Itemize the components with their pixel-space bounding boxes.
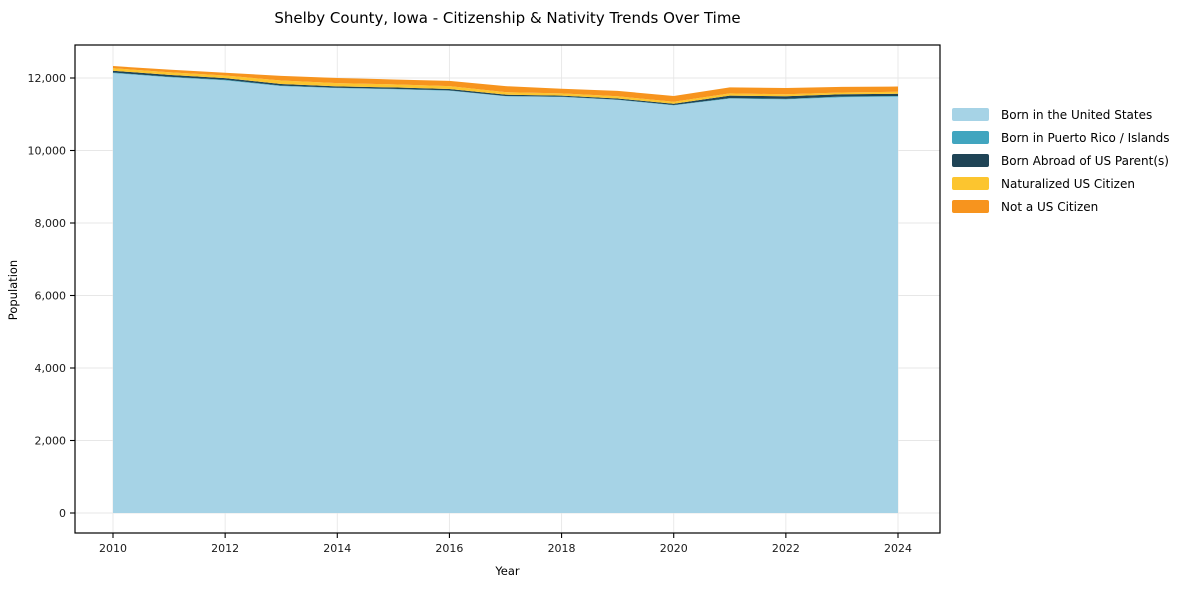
- area-series-0: [113, 73, 898, 514]
- legend-item-2: Born Abroad of US Parent(s): [952, 149, 1170, 172]
- y-tick-label: 0: [59, 507, 66, 520]
- legend-label: Not a US Citizen: [1001, 199, 1099, 214]
- legend-swatch: [952, 131, 989, 144]
- y-tick-label: 8,000: [35, 217, 67, 230]
- plot-frame: [74, 44, 941, 534]
- legend-swatch: [952, 177, 989, 190]
- legend: Born in the United States Born in Puerto …: [952, 103, 1170, 218]
- legend-label: Born in Puerto Rico / Islands: [1001, 130, 1170, 145]
- y-tick-label: 6,000: [35, 290, 67, 303]
- y-axis-label: Population: [6, 259, 20, 321]
- legend-item-0: Born in the United States: [952, 103, 1170, 126]
- legend-item-4: Not a US Citizen: [952, 195, 1170, 218]
- legend-swatch: [952, 154, 989, 167]
- chart-title: Shelby County, Iowa - Citizenship & Nati…: [274, 9, 741, 27]
- y-tick-label: 12,000: [28, 72, 67, 85]
- x-axis-label: Year: [495, 564, 520, 578]
- legend-swatch: [952, 108, 989, 121]
- x-tick-label: 2024: [884, 542, 912, 555]
- y-tick-label: 2,000: [35, 435, 67, 448]
- x-tick-label: 2016: [435, 542, 463, 555]
- x-tick-label: 2018: [548, 542, 576, 555]
- legend-item-3: Naturalized US Citizen: [952, 172, 1170, 195]
- x-tick-label: 2012: [211, 542, 239, 555]
- legend-label: Born in the United States: [1001, 107, 1153, 122]
- legend-item-1: Born in Puerto Rico / Islands: [952, 126, 1170, 149]
- stacked-areas: [113, 66, 898, 514]
- x-tick-label: 2020: [660, 542, 688, 555]
- x-tick-label: 2010: [99, 542, 127, 555]
- legend-label: Born Abroad of US Parent(s): [1001, 153, 1169, 168]
- area-series-4: [113, 66, 898, 102]
- tick-labels: 2010 2012 2014 2016 2018 2020 2022 2024 0 2,000 4,…: [28, 72, 913, 555]
- legend-swatch: [952, 200, 989, 213]
- x-tick-label: 2022: [772, 542, 800, 555]
- x-tick-label: 2014: [323, 542, 351, 555]
- tick-marks: [70, 77, 899, 538]
- y-tick-label: 10,000: [28, 145, 67, 158]
- y-tick-label: 4,000: [35, 362, 67, 375]
- legend-label: Naturalized US Citizen: [1001, 176, 1135, 191]
